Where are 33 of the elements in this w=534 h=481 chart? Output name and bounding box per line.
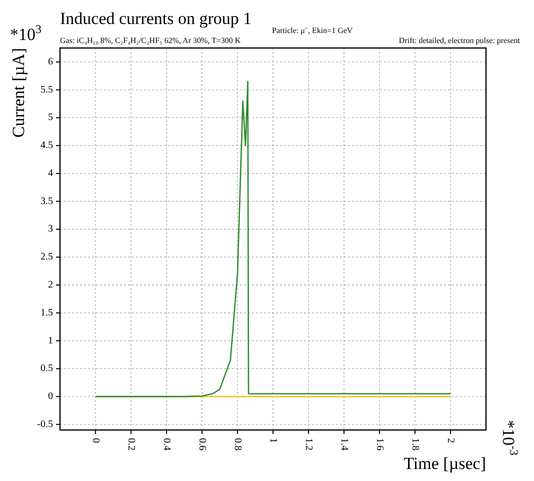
y-tick-label: 3.5 [40,196,53,207]
y-tick-label: 0 [48,391,53,402]
y-tick-label: -0.5 [37,418,53,430]
text: Particle: μ⁻, Ekin=1 GeV [272,26,353,35]
y-tick-label: 0.5 [40,363,53,374]
y-tick-label: 5.5 [40,84,53,96]
x-tick-label: 1 [268,438,278,443]
x-tick-label: 0.8 [232,438,243,450]
y-tick-label: 2.5 [40,252,53,263]
y-tick-label: 4.5 [40,140,53,152]
y-axis-title: Current [µA] [9,48,28,138]
x-tick-label: 1.6 [374,438,385,450]
y-tick-label: 2 [48,280,53,291]
x-axis-title: Time [µsec] [404,454,486,473]
y-tick-label: 1.5 [40,307,53,318]
y-tick-label: 4 [48,168,53,179]
text: *10$^{3}$ [10,22,42,44]
x-tick-label: 1.2 [303,438,314,450]
y-tick-label: 6 [48,56,53,68]
x-tick-label: 1.4 [338,438,350,450]
y-tick-label: 5 [48,112,53,124]
x-tick-label: 0 [90,438,101,443]
chart-title: Induced currents on group 1 [60,9,252,28]
y-tick-label: 1 [48,335,53,346]
text: Drift: detailed, electron pulse: present [398,36,521,45]
x-tick-label: 0.4 [161,438,172,450]
x-tick-label: 1.8 [410,438,420,450]
x-tick-label: 0.2 [126,438,136,450]
x-tick-label: 2 [445,438,456,443]
x-tick-label: 0.6 [196,438,208,450]
text: Gas: iC₄H₁₀ 8%, C₂F₄H₂/C₂HF₅ 62%, Ar 30%, T=300 K [60,36,241,45]
line-series [94,80,452,398]
y-tick-label: 3 [48,224,53,235]
